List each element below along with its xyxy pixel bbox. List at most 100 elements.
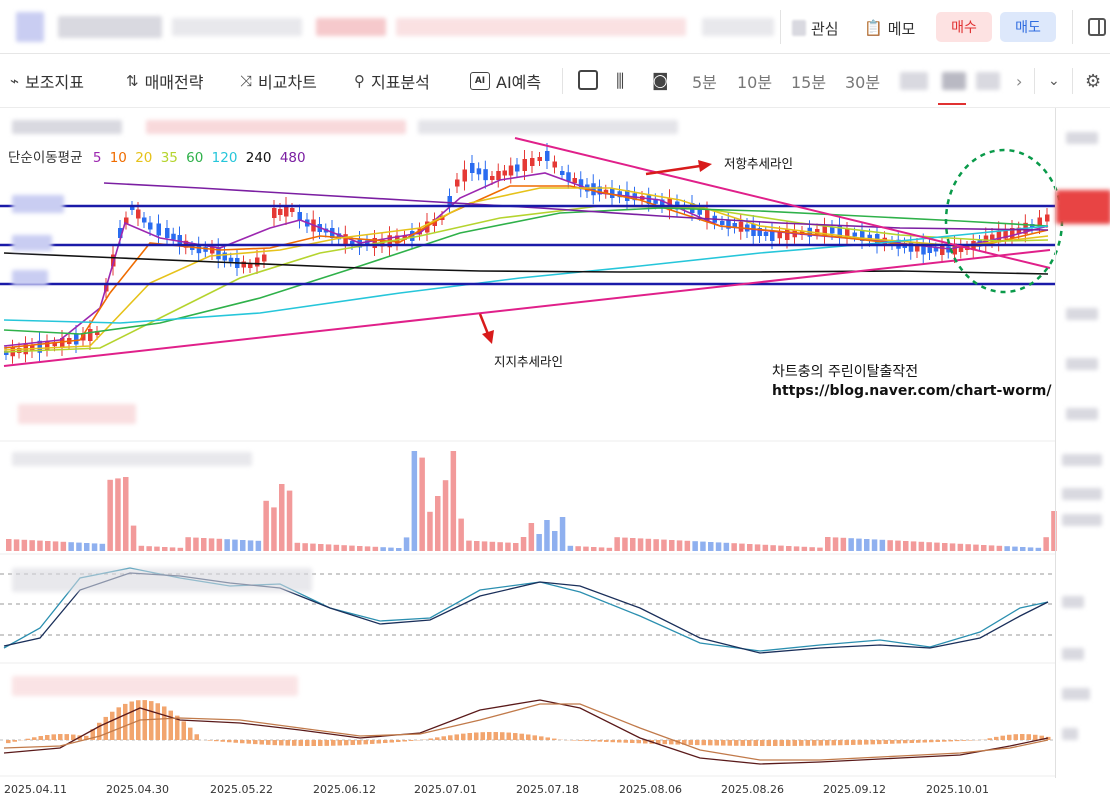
watch-button[interactable]: 관심 [792,13,839,43]
macd-histogram-bar [1013,734,1018,740]
volume-bar [747,544,753,551]
timeframe-30m[interactable]: 30분 [845,73,881,92]
macd-histogram-bar [188,727,193,740]
indicator-button[interactable]: ⌁ 보조지표 [10,68,84,94]
macd-histogram-bar [318,740,323,746]
macd-histogram-bar [799,740,804,746]
volume-bar [778,545,784,551]
macd-histogram-bar [253,740,258,745]
candle-body [940,245,945,255]
macd-histogram-bar [890,740,895,744]
timeframe-10m[interactable]: 10분 [737,73,773,92]
volume-bar [606,547,613,551]
macd-histogram-bar [181,721,186,740]
candle-body [148,222,153,230]
camera-icon[interactable]: ◙ [652,71,669,91]
analysis-button[interactable]: ⚲ 지표분석 [354,68,430,94]
buy-button[interactable]: 매수 [936,12,992,42]
candle-body [952,243,957,255]
ai-predict-button[interactable]: AI AI예측 [470,68,541,94]
candle-body [52,342,57,347]
volume-bar [29,540,35,551]
chevron-down-icon[interactable]: ⌄ [1048,73,1060,89]
sell-button[interactable]: 매도 [1000,12,1056,42]
candle-type-icon[interactable]: ⫼ [616,70,625,92]
macd-histogram-bar [734,740,739,746]
macd-histogram-bar [168,710,173,740]
resistance-trendline [514,137,1051,269]
volume-bar [45,541,51,551]
candle-body [343,234,348,246]
macd-histogram-bar [155,703,160,740]
candle-body [136,209,141,219]
volume-bar [107,479,113,551]
volume-bar [450,451,457,551]
timeframe-5m[interactable]: 5분 [692,73,717,92]
macd-histogram-bar [513,733,518,740]
volume-bar [255,540,262,551]
strategy-label: 매매전략 [144,73,204,92]
x-label-7: 2025.08.26 [721,783,784,796]
memo-label: 메모 [887,19,916,38]
volume-bar [879,539,886,551]
macd-histogram-bar [818,740,823,746]
volume-bar [263,500,269,551]
memo-button[interactable]: 📋 메모 [864,13,915,43]
volume-bar [661,539,667,551]
candle-body [508,165,514,176]
volume-bar [848,538,854,551]
volume-bar [692,541,698,551]
macd-histogram-bar [162,706,167,740]
macd-histogram-bar [298,740,303,746]
candle-body [248,264,253,268]
compare-button[interactable]: ⤨ 비교차트 [240,68,317,94]
price-chart[interactable] [0,108,1110,783]
macd-histogram-bar [766,740,771,746]
x-label-8: 2025.09.12 [823,783,886,796]
draw-box-icon[interactable] [578,70,598,90]
candle-body [37,340,42,353]
macd-histogram-bar [591,740,596,742]
toolbar-divider [562,68,563,94]
macd-histogram-bar [604,740,609,742]
candle-body [272,208,277,218]
candle-body [447,196,452,205]
macd-histogram-bar [84,735,89,740]
side-panel-icon[interactable] [1088,18,1106,36]
timeframe-hidden-1[interactable] [900,72,928,90]
macd-histogram-bar [363,740,368,745]
timeframe-hidden-2[interactable] [976,72,1000,90]
volume-bar [154,546,160,551]
strategy-button[interactable]: ⇅ 매매전략 [126,68,203,94]
resistance-label: 저항추세라인 [724,156,794,171]
volume-bar [630,538,636,551]
ma-line-20 [3,187,1049,351]
volume-tick-1 [1062,454,1102,466]
volume-bar [528,523,535,551]
gear-icon[interactable]: ⚙ [1085,70,1102,92]
volume-bar [380,547,386,551]
volume-bar [349,545,355,551]
ma-line-480 [103,182,1049,231]
volume-bar [786,546,792,551]
candle-body [927,245,932,253]
compare-icon: ⤨ [240,72,253,90]
ma-legend[interactable]: 단순이동평균 5 10 20 35 60 120 240 480 [8,146,310,166]
candle-body [142,217,147,223]
timeframe-daily[interactable] [942,72,966,90]
x-label-2: 2025.05.22 [210,783,273,796]
memo-icon: 📋 [864,19,883,37]
volume-bar [396,548,402,551]
macd-histogram-bar [968,740,973,741]
timeframe-15m[interactable]: 15분 [791,73,827,92]
macd-histogram-bar [175,715,180,740]
scroll-right-icon[interactable]: › [1016,71,1023,91]
macd-histogram-bar [331,740,336,746]
volume-bar [645,538,652,551]
volume-bar [809,547,815,551]
candle-body [770,231,775,241]
volume-bar [419,457,425,551]
candle-body [720,221,725,225]
macd-histogram-bar [617,740,622,743]
candle-body [171,233,176,240]
